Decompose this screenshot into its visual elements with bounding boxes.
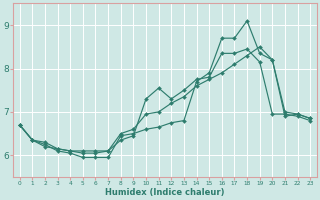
X-axis label: Humidex (Indice chaleur): Humidex (Indice chaleur)	[105, 188, 225, 197]
